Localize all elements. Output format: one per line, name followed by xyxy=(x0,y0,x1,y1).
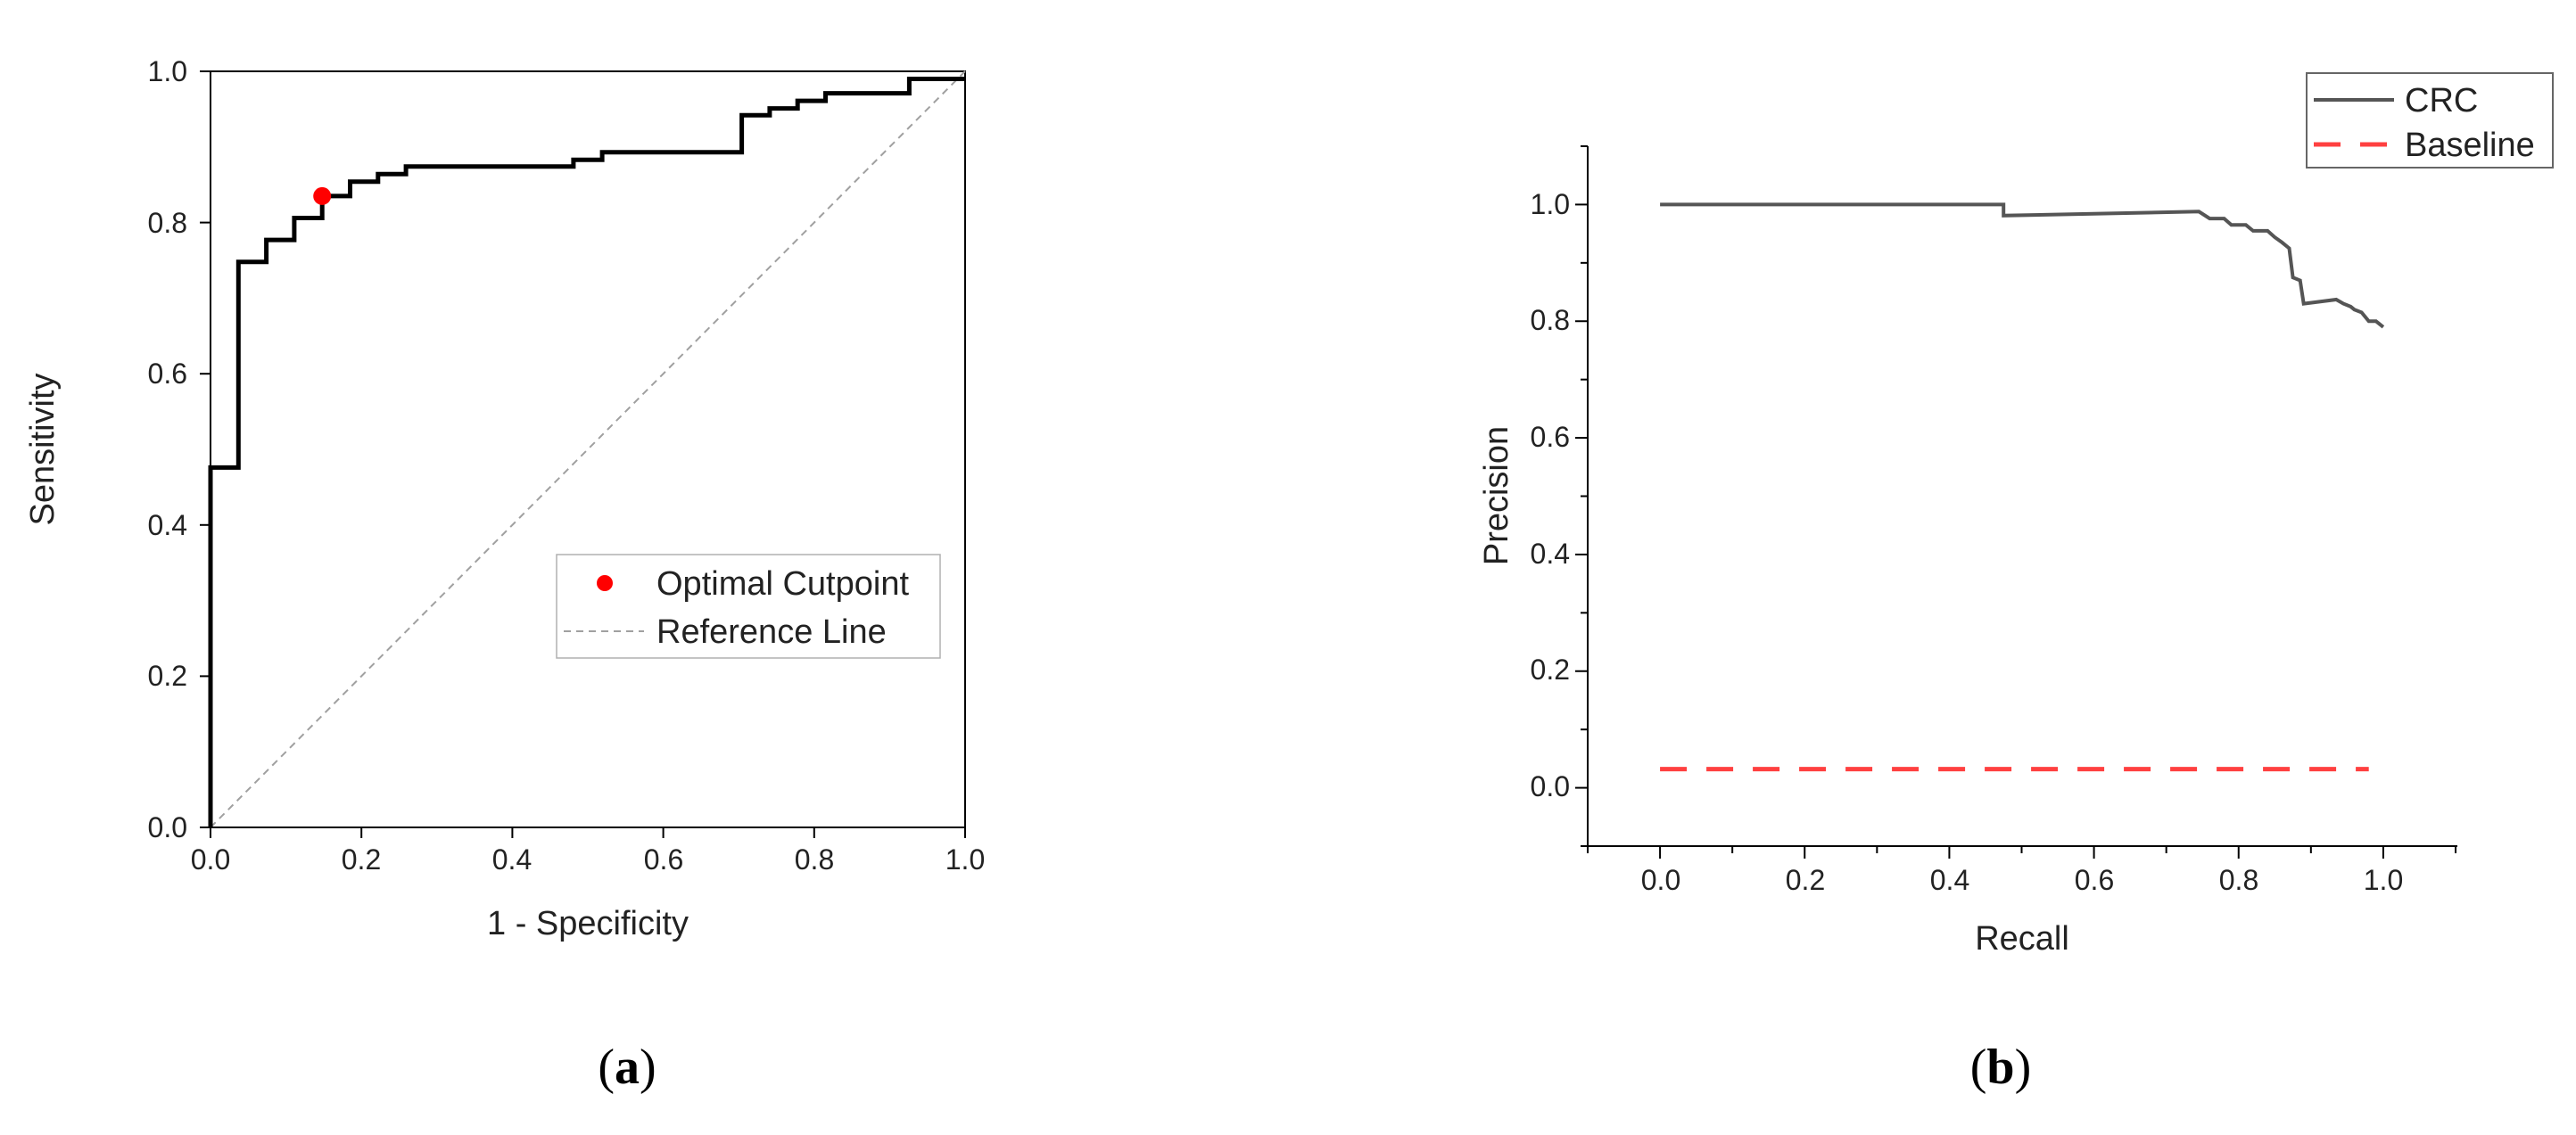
panel-a-y-tick-label: 0.4 xyxy=(148,509,187,541)
panel-b-x-tick-label: 0.8 xyxy=(2219,864,2258,896)
panel-a-optimal-cutpoint-marker xyxy=(313,186,332,205)
panel-b-legend-box xyxy=(2306,72,2554,169)
panel-a-y-axis: 0.0 0.2 0.4 0.6 0.8 1.0 Sensitivity xyxy=(24,55,211,843)
panel-b-label: (b) xyxy=(1970,1040,2031,1095)
panel-a-x-tick-label: 1.0 xyxy=(945,843,985,876)
panel-b-crc-curve xyxy=(1660,202,2385,329)
panel-a-reference-line xyxy=(210,70,966,828)
panel-b-x-tick-label: 0.2 xyxy=(1786,864,1825,896)
panel-b-x-tick-label: 0.6 xyxy=(2075,864,2114,896)
panel-a-x-tick-label: 0.2 xyxy=(342,843,381,876)
panel-a-x-axis-title: 1 - Specificity xyxy=(487,905,689,942)
panel-b-x-axis-title: Recall xyxy=(1975,920,2069,958)
panel-a-roc-chart: 0.0 0.2 0.4 0.6 0.8 1.0 1 - Specificity … xyxy=(24,55,985,1095)
panel-b-legend-label: Baseline xyxy=(2405,127,2535,164)
panel-a-legend-box xyxy=(556,554,941,659)
panel-a-x-tick-label: 0.6 xyxy=(644,843,683,876)
panel-a-legend-cutpoint-swatch xyxy=(597,575,613,591)
panel-a-legend-label: Reference Line xyxy=(656,613,887,651)
panel-b-y-tick-label: 0.4 xyxy=(1531,538,1570,570)
panel-a-x-tick-label: 0.8 xyxy=(795,843,834,876)
panel-a-label: (a) xyxy=(598,1040,656,1095)
panel-a-letter: a xyxy=(615,1040,640,1095)
panel-a-y-tick-label: 1.0 xyxy=(148,55,187,87)
panel-b-y-tick-label: 0.6 xyxy=(1531,421,1570,453)
panel-b-y-axis: 0.0 0.2 0.4 0.6 0.8 1.0 Precision xyxy=(1478,145,1588,847)
panel-b-y-tick-label: 0.2 xyxy=(1531,654,1570,686)
panel-a-x-tick-label: 0.0 xyxy=(191,843,230,876)
panel-b-legend: CRC Baseline xyxy=(2306,72,2554,169)
panel-a-roc-curve xyxy=(208,77,965,827)
panel-a-y-tick-marks xyxy=(200,70,211,828)
panel-a-x-tick-label: 0.4 xyxy=(492,843,532,876)
panel-a-x-tick-marks xyxy=(210,827,966,838)
panel-a-plot-frame xyxy=(210,70,966,828)
panel-b-legend-label: CRC xyxy=(2405,82,2478,119)
panel-a-y-axis-title: Sensitivity xyxy=(24,373,62,525)
panel-b-y-tick-label: 0.0 xyxy=(1531,770,1570,802)
panel-b-y-axis-title: Precision xyxy=(1478,426,1515,565)
panel-b-pr-chart: 0.0 0.2 0.4 0.6 0.8 1.0 Recall 0.0 0.2 0… xyxy=(1478,72,2554,1095)
panel-b-x-axis: 0.0 0.2 0.4 0.6 0.8 1.0 Recall xyxy=(1587,846,2456,958)
panel-b-x-tick-label: 0.4 xyxy=(1930,864,1969,896)
panel-b-x-tick-label: 0.0 xyxy=(1641,864,1680,896)
panel-b-letter: b xyxy=(1986,1040,2014,1095)
panel-b-y-tick-label: 0.8 xyxy=(1531,304,1570,336)
panel-a-x-axis: 0.0 0.2 0.4 0.6 0.8 1.0 1 - Specificity xyxy=(191,827,985,942)
panel-a-y-tick-label: 0.0 xyxy=(148,811,187,843)
panel-a-legend-label: Optimal Cutpoint xyxy=(656,565,909,603)
panel-b-x-tick-marks xyxy=(1587,846,2456,859)
panel-b-y-tick-label: 1.0 xyxy=(1531,188,1570,220)
panel-b-x-tick-label: 1.0 xyxy=(2364,864,2403,896)
panel-a-y-tick-label: 0.2 xyxy=(148,660,187,692)
panel-a-y-tick-label: 0.6 xyxy=(148,358,187,390)
panel-a-legend: Optimal Cutpoint Reference Line xyxy=(556,554,941,659)
panel-b-y-tick-marks xyxy=(1575,145,1588,847)
panel-a-y-tick-label: 0.8 xyxy=(148,207,187,239)
